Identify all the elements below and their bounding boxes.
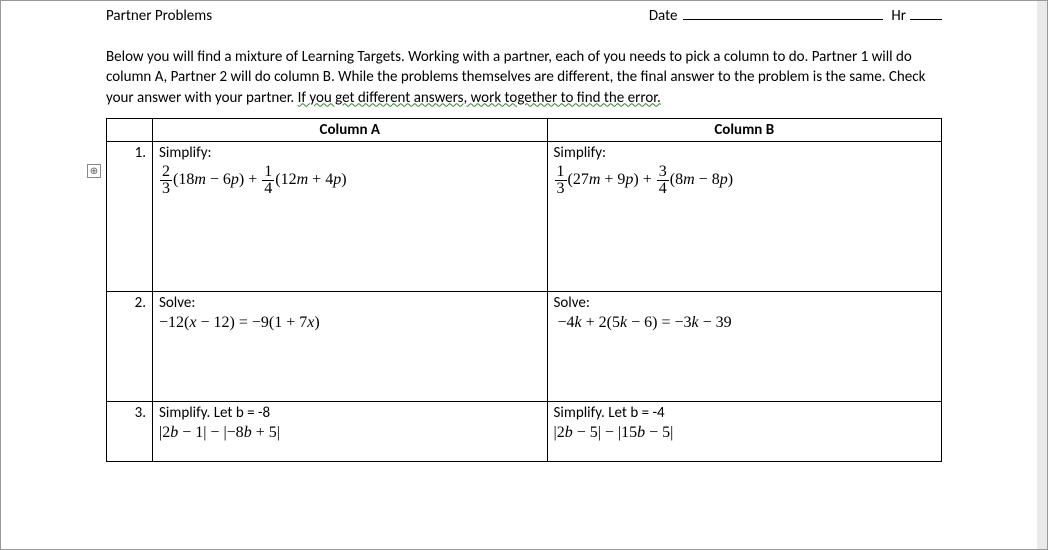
table-header-row: Column A Column B (107, 118, 942, 141)
page-content: Partner Problems Date Hr Below you will … (1, 1, 1047, 462)
cell-1a: Simplify: 23(18m − 6p) + 14(12m + 4p) (153, 141, 548, 291)
instructions-paragraph: Below you will find a mixture of Learnin… (106, 47, 942, 108)
cell-2a: Solve: −12(x − 12) = −9(1 + 7x) (153, 291, 548, 401)
math-expression: |2b − 5| − |15b − 5| (554, 424, 936, 442)
prompt: Simplify. Let b = -8 (159, 404, 541, 422)
math-expression: −4k + 2(5k − 6) = −3k − 39 (554, 314, 936, 332)
table-row: 2. Solve: −12(x − 12) = −9(1 + 7x) Solve… (107, 291, 942, 401)
prompt: Simplify: (554, 144, 936, 162)
cell-1b: Simplify: 13(27m + 9p) + 34(8m − 8p) (547, 141, 942, 291)
table-anchor-icon[interactable]: ⊕ (87, 164, 101, 178)
hr-label: Hr (891, 7, 906, 25)
row-number: 3. (107, 401, 153, 461)
table-row: 1. Simplify: 23(18m − 6p) + 14(12m + 4p)… (107, 141, 942, 291)
row-number: 2. (107, 291, 153, 401)
problems-table: Column A Column B 1. Simplify: 23(18m − … (106, 118, 942, 462)
hr-blank-line[interactable] (910, 5, 942, 20)
prompt: Solve: (554, 294, 936, 312)
cell-3a: Simplify. Let b = -8 |2b − 1| − |−8b + 5… (153, 401, 548, 461)
prompt: Solve: (159, 294, 541, 312)
row-number: 1. (107, 141, 153, 291)
math-expression: −12(x − 12) = −9(1 + 7x) (159, 314, 541, 332)
cell-2b: Solve: −4k + 2(5k − 6) = −3k − 39 (547, 291, 942, 401)
date-label: Date (649, 7, 678, 25)
worksheet-header: Partner Problems Date Hr (106, 5, 942, 25)
prompt: Simplify. Let b = -4 (554, 404, 936, 422)
math-expression: |2b − 1| − |−8b + 5| (159, 424, 541, 442)
header-column-a: Column A (153, 118, 548, 141)
instructions-underlined: If you get different answers, work toget… (298, 89, 661, 107)
math-expression: 23(18m − 6p) + 14(12m + 4p) (159, 164, 541, 197)
document-page: Partner Problems Date Hr Below you will … (0, 0, 1048, 550)
header-blank (107, 118, 153, 141)
table-row: 3. Simplify. Let b = -8 |2b − 1| − |−8b … (107, 401, 942, 461)
date-blank-line[interactable] (683, 5, 883, 20)
worksheet-title: Partner Problems (106, 7, 212, 25)
header-column-b: Column B (547, 118, 942, 141)
math-expression: 13(27m + 9p) + 34(8m − 8p) (554, 164, 936, 197)
prompt: Simplify: (159, 144, 541, 162)
cell-3b: Simplify. Let b = -4 |2b − 5| − |15b − 5… (547, 401, 942, 461)
scrollbar-gutter (1037, 1, 1047, 549)
